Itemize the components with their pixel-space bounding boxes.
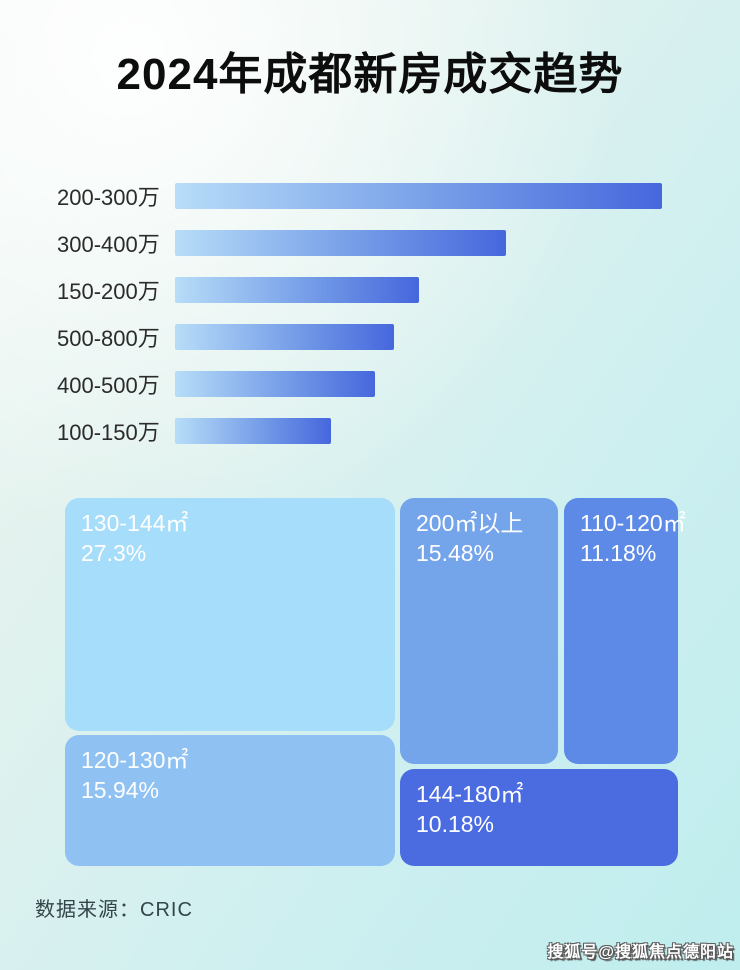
bar-track xyxy=(175,418,662,444)
treemap-box: 110-120㎡ 11.18% xyxy=(564,498,686,764)
bar-fill xyxy=(175,371,375,397)
treemap-box: 120-130㎡ 15.94% xyxy=(65,735,395,866)
bar-row: 150-200万 xyxy=(57,277,697,304)
treemap-box: 130-144㎡ 27.3% xyxy=(65,498,395,731)
bar-fill xyxy=(175,324,395,350)
treemap-box-value: 27.3% xyxy=(81,540,147,566)
area-size-treemap: 130-144㎡ 27.3% 120-130㎡ 15.94% 200㎡以上 15.48% 1… xyxy=(65,498,686,866)
treemap-box-value: 11.18% xyxy=(580,540,657,566)
bar-track xyxy=(175,183,662,209)
treemap-box-value: 15.94% xyxy=(81,777,160,803)
data-source-label: 数据来源：CRIC xyxy=(35,899,193,921)
bar-track xyxy=(175,371,662,397)
bar-category-label: 500-800万 xyxy=(57,326,160,351)
bar-category-label: 100-150万 xyxy=(57,420,160,445)
treemap-box-label: 120-130㎡ xyxy=(81,747,189,773)
bar-fill xyxy=(175,418,331,444)
bar-row: 100-150万 xyxy=(57,418,697,445)
treemap-box-value: 15.48% xyxy=(416,540,495,566)
treemap-box-label: 144-180㎡ xyxy=(416,781,524,807)
treemap-box-label: 110-120㎡ xyxy=(580,510,686,536)
bar-row: 200-300万 xyxy=(57,183,697,210)
treemap-box-label: 200㎡以上 xyxy=(416,510,524,536)
treemap-box: 200㎡以上 15.48% xyxy=(400,498,558,764)
bar-row: 500-800万 xyxy=(57,324,697,351)
page-title: 2024年成都新房成交趋势 xyxy=(116,50,624,99)
bar-fill xyxy=(175,277,419,303)
treemap-box-label: 130-144㎡ xyxy=(81,510,189,536)
bar-fill xyxy=(175,183,662,209)
bar-category-label: 400-500万 xyxy=(57,373,160,398)
bar-track xyxy=(175,324,662,350)
bar-fill xyxy=(175,230,507,256)
bar-category-label: 300-400万 xyxy=(57,232,160,257)
price-band-bar-chart: 200-300万 300-400万 150-200万 500-800万 400-500万… xyxy=(57,183,697,445)
bar-track xyxy=(175,277,662,303)
bar-category-label: 150-200万 xyxy=(57,279,160,304)
bar-category-label: 200-300万 xyxy=(57,185,160,210)
bar-row: 400-500万 xyxy=(57,371,697,398)
treemap-box-value: 10.18% xyxy=(416,811,495,837)
bar-track xyxy=(175,230,662,256)
bar-row: 300-400万 xyxy=(57,230,697,257)
treemap-box: 144-180㎡ 10.18% xyxy=(400,769,678,866)
watermark-text: 搜狐号@搜狐焦点德阳站 xyxy=(547,944,734,961)
